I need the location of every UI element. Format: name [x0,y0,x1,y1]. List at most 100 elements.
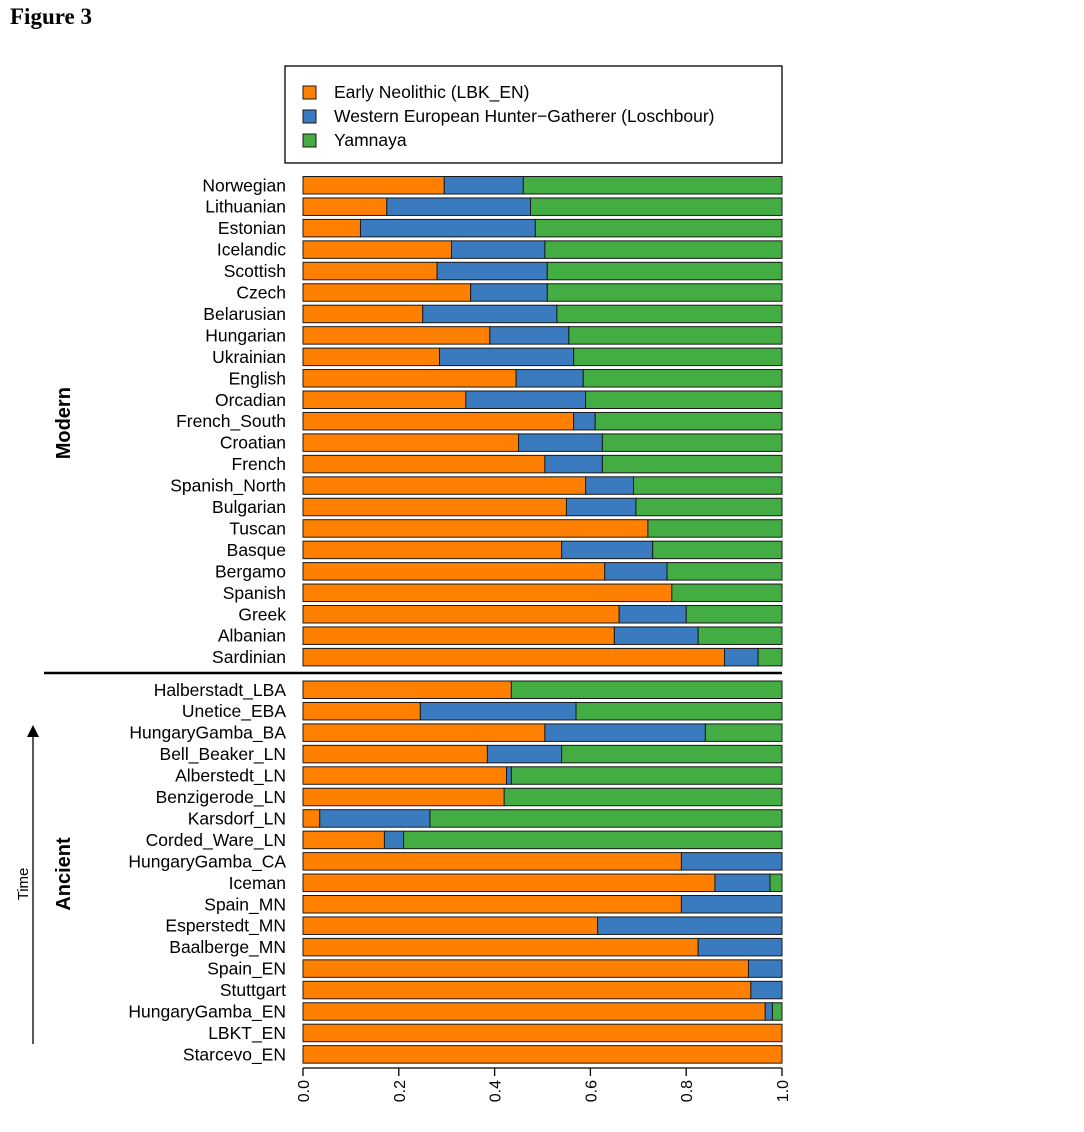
row-label: Greek [238,604,286,624]
bar-segment [556,304,783,324]
bar-segment [302,261,438,281]
bar-segment [573,411,596,431]
row-label: LBKT_EN [208,1023,286,1044]
bar-segment [704,723,783,742]
bar-segment [685,605,783,624]
x-tick-label: 1.0 [775,1080,792,1102]
bar-segment [680,852,783,871]
bar-segment [302,680,512,699]
bar-segment [302,723,546,742]
bar-segment [386,197,532,216]
legend-entry: Western European Hunter−Gatherer (Loschb… [334,106,715,126]
bar-segment [429,809,783,828]
bar-segment [302,240,452,259]
bar-segment [302,809,321,828]
row-label: Spain_EN [207,959,286,980]
row-label: Unetice_EBA [182,701,286,722]
bar-segment [302,937,699,957]
bar-segment [302,347,441,367]
row-label: Karsdorf_LN [188,808,286,829]
legend-swatch [302,109,317,124]
bar-segment [747,959,783,978]
row-label: French_South [176,411,286,432]
bar-segment [302,701,421,721]
legend-box [284,65,783,164]
row-label: Ukrainian [212,347,286,367]
legend-entry: Early Neolithic (LBK_EN) [334,82,529,103]
bar-segment [302,218,361,238]
bar-segment [510,680,783,699]
bar-segment [302,583,673,603]
row-label: Starcevo_EN [183,1044,286,1065]
time-arrow-head [27,725,39,737]
bar-segment [486,744,563,764]
bar-segment [506,766,512,785]
bar-segment [302,390,467,409]
bar-segment [419,701,577,721]
bar-segment [757,647,783,667]
bar-segment [568,326,783,345]
row-label: Corded_Ware_LN [146,830,286,851]
row-label: Bell_Beaker_LN [160,744,286,765]
row-label: Tuscan [229,518,286,538]
row-label: Esperstedt_MN [165,916,286,937]
row-label: English [229,368,286,388]
bar-segment [582,369,783,388]
bar-segment [302,1002,766,1021]
group-label: Ancient [53,837,75,911]
bar-segment [618,605,687,624]
bar-segment [302,1023,783,1043]
row-label: Spain_MN [204,894,286,915]
bar-segment [680,895,783,914]
bar-segment [470,283,548,302]
bar-segment [534,218,783,238]
row-label: French [232,454,286,474]
row-label: HungaryGamba_EN [128,1002,286,1023]
row-label: HungaryGamba_CA [128,851,286,872]
bar-segment [302,830,385,850]
bar-segment [594,411,783,431]
bar-segment [585,476,635,495]
bar-segment [302,980,752,1000]
row-label: Baalberge_MN [169,937,286,958]
bar-segment [302,626,615,645]
bar-segment [302,519,649,538]
row-label: Stuttgart [220,980,286,1000]
bar-segment [769,873,783,893]
bar-segment [750,980,783,1000]
legend-swatch [302,133,317,148]
bar-segment [443,176,524,195]
row-label: Alberstedt_LN [175,766,286,787]
bar-segment [544,240,783,259]
bar-segment [714,873,771,893]
bar-segment [302,304,424,324]
bar-segment [302,454,546,474]
row-label: Belarusian [203,304,286,324]
bar-segment [302,916,599,935]
row-label: Orcadian [215,390,286,410]
bar-segment [302,283,472,302]
row-label: Bulgarian [212,497,286,517]
bar-segment [302,959,749,978]
bar-segment [597,916,783,935]
bar-segment [302,562,606,581]
x-tick-label: 0.0 [296,1080,313,1102]
bar-segment [383,830,405,850]
bar-segment [561,744,783,764]
bar-segment [302,540,563,560]
row-label: Norwegian [202,175,286,195]
bar-segment [302,766,508,785]
group-label: Modern [53,387,75,459]
bar-segment [302,895,682,914]
row-label: Scottish [224,261,286,281]
figure-title: Figure 3 [10,4,92,29]
row-label: Icelandic [217,240,286,260]
bar-segment [302,476,587,495]
bar-segment [450,240,546,259]
bar-segment [544,454,603,474]
bar-segment [302,852,682,871]
x-tick-label: 0.4 [488,1080,505,1102]
bar-segment [565,497,637,517]
bar-segment [359,218,536,238]
row-label: Estonian [218,218,286,238]
